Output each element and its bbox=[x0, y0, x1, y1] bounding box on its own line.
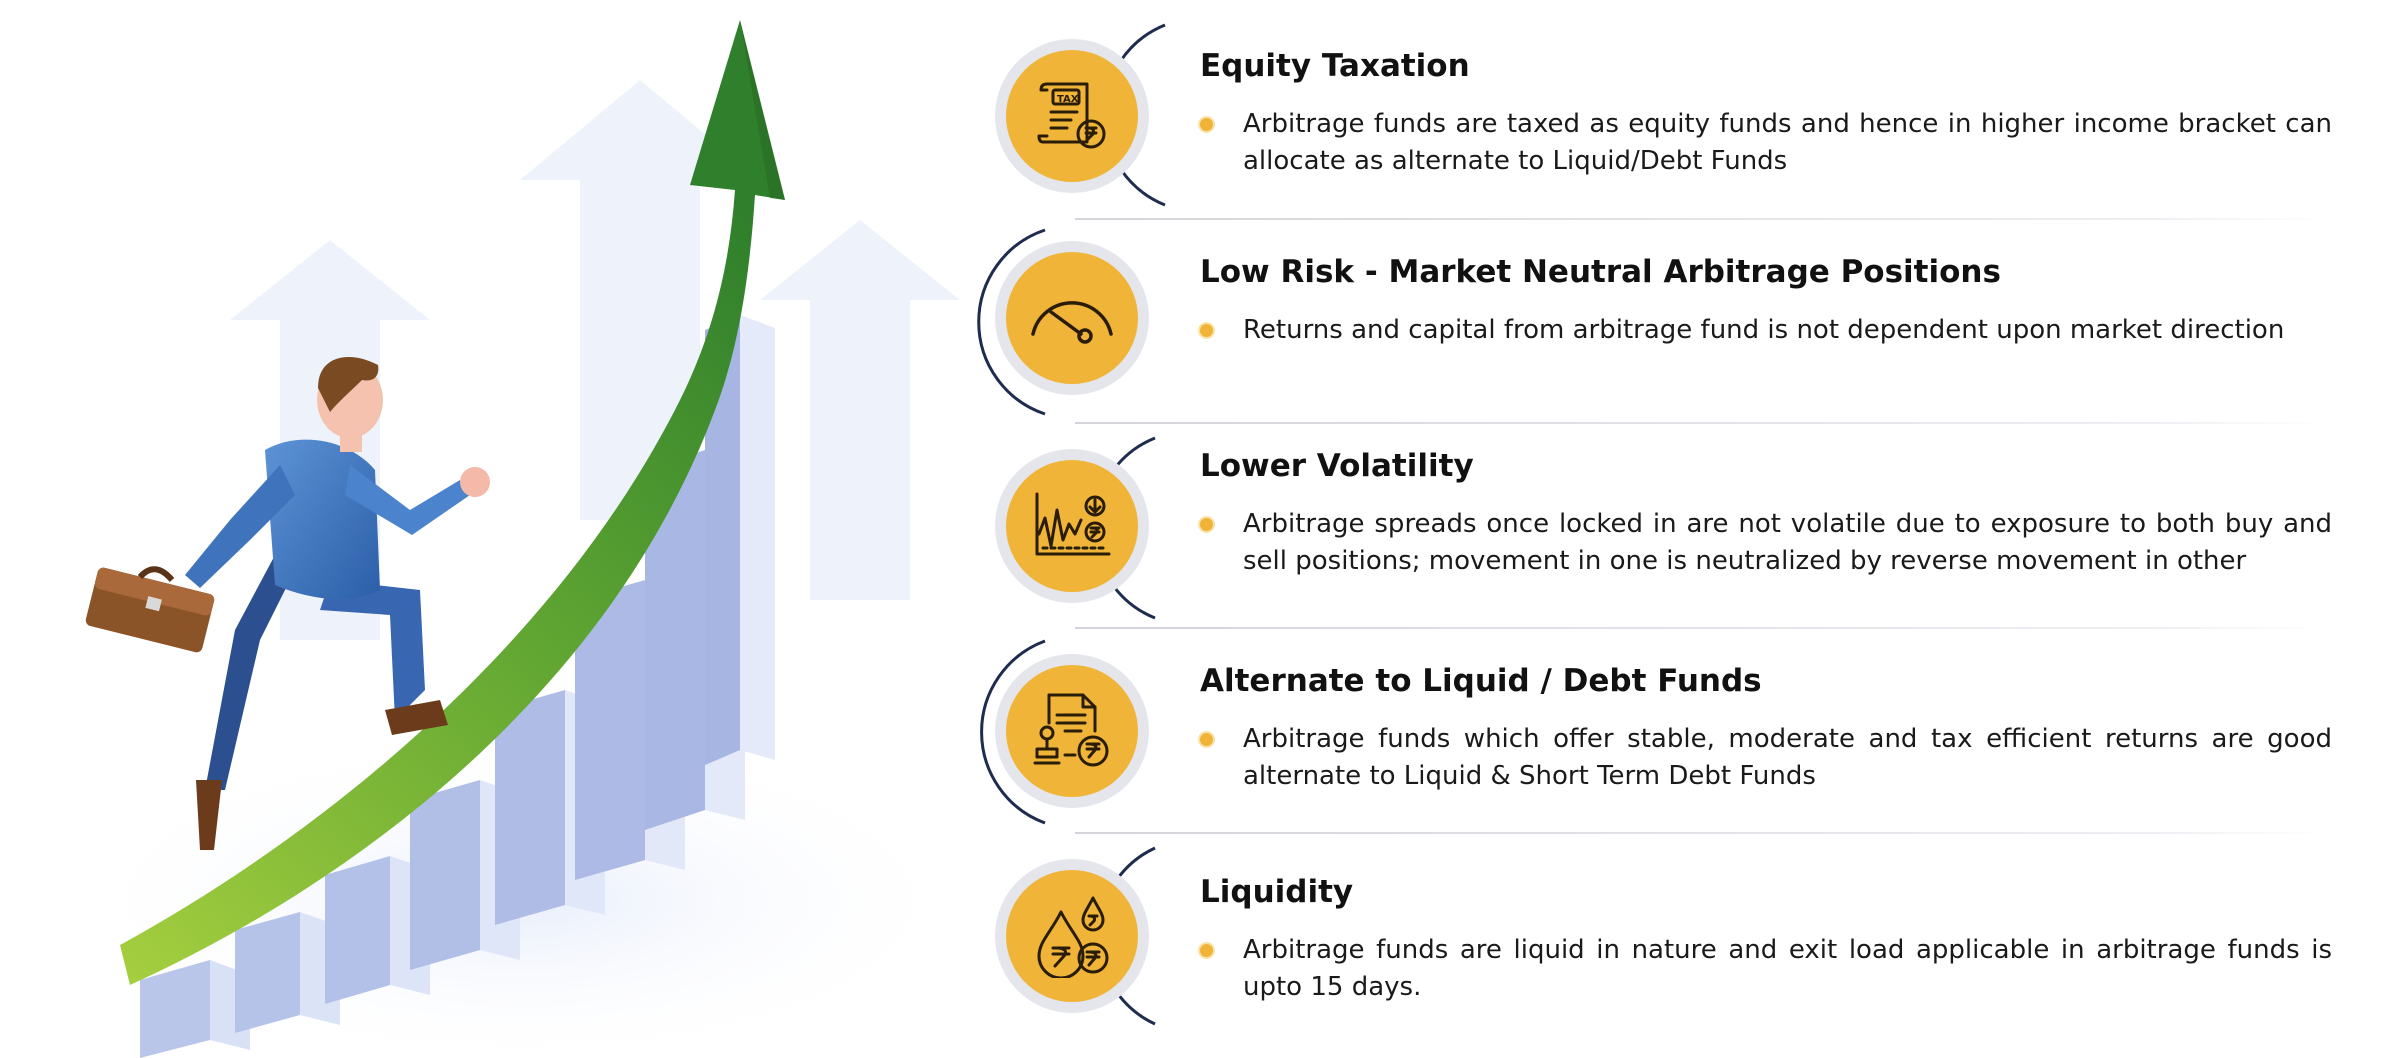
volatility-chart-icon bbox=[1035, 492, 1111, 556]
feature-liquidity: Liquidity Arbitrage funds are liquid in … bbox=[975, 838, 2390, 1043]
feature-title: Lower Volatility bbox=[1200, 448, 1474, 484]
businessman-figure bbox=[85, 356, 490, 850]
feature-description: Arbitrage funds are taxed as equity fund… bbox=[1243, 109, 2332, 176]
section-divider bbox=[1075, 832, 2330, 834]
svg-text:TAX: TAX bbox=[1057, 94, 1079, 105]
feature-bullet: Arbitrage funds are liquid in nature and… bbox=[1200, 932, 2332, 1006]
feature-description: Arbitrage funds which offer stable, mode… bbox=[1243, 724, 2332, 791]
stamped-document-icon bbox=[1033, 693, 1109, 767]
feature-icon-badge: TAX bbox=[975, 10, 1190, 215]
feature-title: Alternate to Liquid / Debt Funds bbox=[1200, 663, 1762, 699]
risk-gauge-icon bbox=[1031, 301, 1113, 344]
feature-icon-badge bbox=[975, 422, 1190, 627]
businessman-climbing-growth-arrow-illustration bbox=[60, 20, 980, 1058]
feature-icon-badge bbox=[975, 838, 1190, 1043]
feature-alternate-to-liquid-debt: Alternate to Liquid / Debt Funds Arbitra… bbox=[975, 627, 2390, 832]
bullet-dot-icon bbox=[1200, 733, 1213, 746]
feature-description: Arbitrage funds are liquid in nature and… bbox=[1243, 935, 2332, 1002]
section-divider bbox=[1075, 627, 2330, 629]
feature-bullet: Arbitrage funds are taxed as equity fund… bbox=[1200, 106, 2332, 180]
feature-bullet: Returns and capital from arbitrage fund … bbox=[1200, 312, 2332, 349]
growth-bars bbox=[140, 315, 775, 1058]
rupee-drops-icon bbox=[1037, 896, 1109, 978]
feature-lower-volatility: Lower Volatility Arbitrage spreads once … bbox=[975, 422, 2390, 627]
bullet-dot-icon bbox=[1200, 118, 1213, 131]
tax-document-icon: TAX bbox=[1037, 82, 1106, 149]
feature-description: Returns and capital from arbitrage fund … bbox=[1243, 315, 2285, 345]
feature-icon-badge bbox=[975, 218, 1190, 423]
feature-title: Low Risk - Market Neutral Arbitrage Posi… bbox=[1200, 254, 2001, 290]
feature-icon-badge bbox=[975, 627, 1190, 832]
growth-arrow bbox=[120, 20, 785, 985]
bullet-dot-icon bbox=[1200, 518, 1213, 531]
section-divider bbox=[1075, 422, 2330, 424]
feature-bullet: Arbitrage spreads once locked in are not… bbox=[1200, 506, 2332, 580]
feature-description: Arbitrage spreads once locked in are not… bbox=[1243, 509, 2332, 576]
bullet-dot-icon bbox=[1200, 324, 1213, 337]
feature-title: Liquidity bbox=[1200, 874, 1354, 910]
feature-bullet: Arbitrage funds which offer stable, mode… bbox=[1200, 721, 2332, 795]
feature-title: Equity Taxation bbox=[1200, 48, 1470, 84]
feature-equity-taxation: TAX Equity Taxation Arbitrage funds are … bbox=[975, 10, 2390, 215]
section-divider bbox=[1075, 218, 2330, 220]
feature-low-risk: Low Risk - Market Neutral Arbitrage Posi… bbox=[975, 218, 2390, 423]
bullet-dot-icon bbox=[1200, 944, 1213, 957]
